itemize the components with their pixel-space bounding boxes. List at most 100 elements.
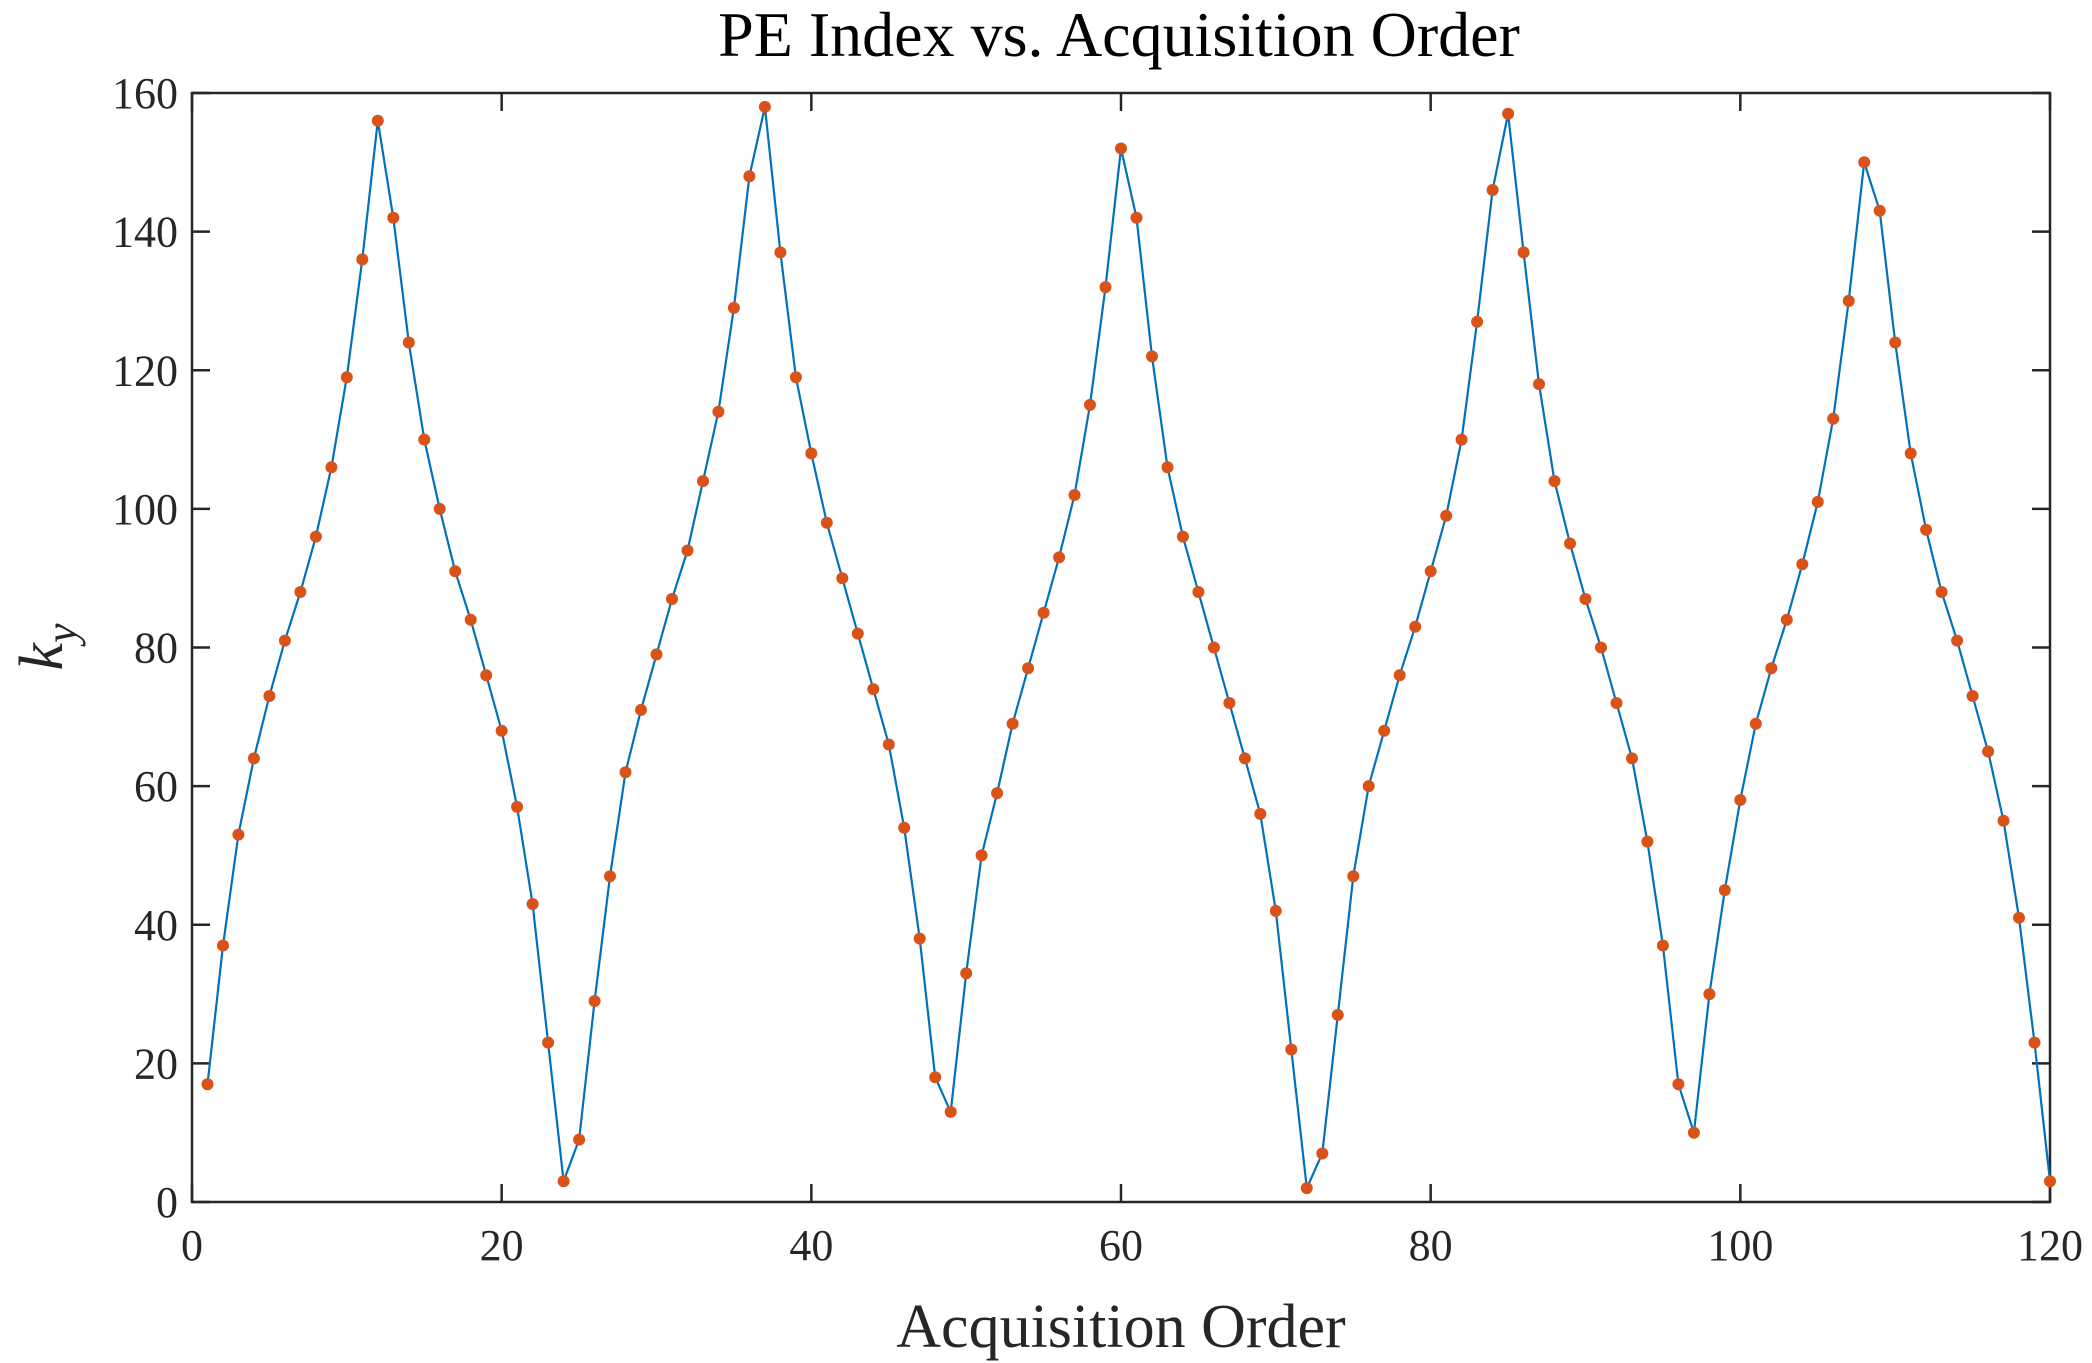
data-point xyxy=(1873,204,1886,217)
x-tick-label: 120 xyxy=(2017,1221,2083,1270)
data-point xyxy=(1904,447,1917,460)
data-point xyxy=(836,572,849,585)
data-point xyxy=(1331,1008,1344,1021)
data-point xyxy=(820,516,833,529)
data-point xyxy=(805,447,818,460)
data-point xyxy=(867,683,880,696)
data-point xyxy=(278,634,291,647)
data-point xyxy=(1656,939,1669,952)
data-point xyxy=(666,593,678,605)
y-tick-label: 20 xyxy=(134,1039,178,1088)
data-point xyxy=(495,724,508,737)
data-point xyxy=(2028,1036,2041,1049)
data-point xyxy=(1300,1182,1313,1195)
data-point xyxy=(1982,745,1995,758)
data-point xyxy=(1858,156,1871,169)
data-point xyxy=(882,738,895,751)
series-line xyxy=(206,106,2052,1193)
x-tick-label: 80 xyxy=(1409,1221,1453,1270)
data-point xyxy=(1920,523,1933,536)
data-point xyxy=(294,586,307,598)
y-tick-label: 140 xyxy=(112,208,178,257)
data-point xyxy=(263,690,276,702)
data-point xyxy=(1316,1147,1329,1160)
data-point xyxy=(1595,641,1607,654)
data-point xyxy=(1037,606,1050,619)
data-point xyxy=(727,301,740,314)
data-point xyxy=(851,627,864,640)
data-point xyxy=(1672,1078,1685,1091)
data-point xyxy=(1223,697,1236,709)
data-point xyxy=(1997,814,2010,827)
data-point xyxy=(1393,669,1406,682)
data-point xyxy=(1486,184,1499,196)
data-point xyxy=(1378,724,1391,737)
data-point xyxy=(2013,911,2025,924)
data-point xyxy=(789,371,802,384)
x-axis-label: Acquisition Order xyxy=(896,1293,1346,1361)
data-point xyxy=(232,828,245,841)
data-point xyxy=(247,752,260,765)
data-point xyxy=(991,787,1004,800)
data-point xyxy=(1718,884,1731,897)
x-tick-label: 100 xyxy=(1707,1221,1773,1270)
data-point xyxy=(1440,509,1453,522)
y-axis-label-main: k xyxy=(8,642,76,671)
y-tick-label: 40 xyxy=(134,901,178,950)
data-point xyxy=(1022,662,1035,675)
data-point xyxy=(1347,870,1360,883)
data-point xyxy=(557,1175,570,1188)
data-point xyxy=(1424,565,1437,578)
data-point xyxy=(929,1071,942,1084)
data-point xyxy=(619,766,632,779)
data-point xyxy=(758,100,771,113)
data-point xyxy=(325,461,338,474)
data-point xyxy=(1254,807,1267,820)
y-tick-label: 160 xyxy=(112,69,178,118)
data-point xyxy=(1579,593,1592,605)
y-axis-ticks: 0 20 40 60 80 100 120 140 160 xyxy=(112,69,2050,1227)
data-point xyxy=(1099,281,1112,294)
y-tick-label: 120 xyxy=(112,346,178,395)
plot-area-frame xyxy=(190,91,2052,1204)
data-point xyxy=(1811,495,1824,508)
data-point xyxy=(1269,904,1282,917)
data-point xyxy=(309,530,322,543)
data-point xyxy=(1765,662,1778,675)
y-tick-label: 0 xyxy=(156,1178,178,1227)
data-point xyxy=(650,648,663,661)
data-point xyxy=(1362,780,1375,793)
data-point xyxy=(2044,1175,2056,1188)
data-point xyxy=(1951,634,1964,647)
data-point xyxy=(526,898,539,910)
data-point xyxy=(1734,794,1747,806)
data-point xyxy=(1564,537,1576,550)
data-point xyxy=(697,475,709,488)
data-point xyxy=(898,821,911,834)
series-markers xyxy=(201,100,2056,1195)
data-point xyxy=(975,849,988,862)
data-point xyxy=(1749,717,1762,730)
x-tick-label: 0 xyxy=(181,1221,203,1270)
data-point xyxy=(418,433,431,446)
data-point xyxy=(1161,461,1174,474)
data-point xyxy=(1517,246,1530,259)
data-point xyxy=(604,870,616,883)
data-point xyxy=(1115,142,1127,155)
data-point xyxy=(1780,613,1793,626)
y-tick-label: 100 xyxy=(112,485,178,534)
x-tick-label: 40 xyxy=(789,1221,833,1270)
data-point xyxy=(1687,1126,1700,1139)
data-point xyxy=(201,1078,214,1091)
data-point xyxy=(356,253,369,266)
data-point xyxy=(464,613,477,626)
data-point xyxy=(1285,1043,1298,1056)
y-axis-label: ky xyxy=(8,623,86,671)
data-point xyxy=(1207,641,1220,654)
data-point xyxy=(449,565,462,578)
data-point xyxy=(1842,294,1855,307)
data-point xyxy=(340,371,353,384)
data-point xyxy=(1626,752,1638,765)
data-point xyxy=(1192,586,1205,598)
data-point xyxy=(1889,336,1902,349)
